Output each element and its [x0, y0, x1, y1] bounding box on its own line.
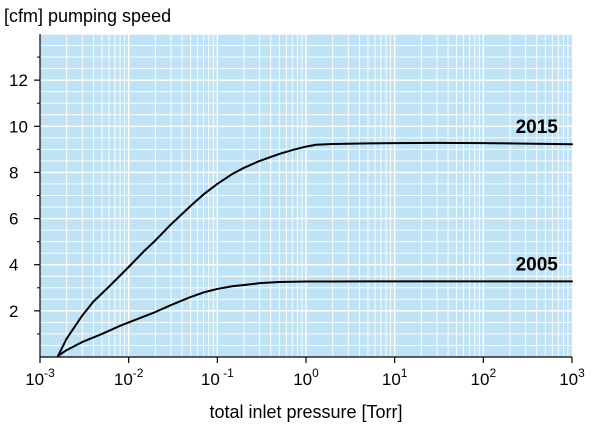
y-tick-label: 12 — [9, 71, 28, 90]
x-tick-label: 103 — [559, 366, 585, 389]
y-tick-label: 6 — [9, 210, 18, 229]
y-tick-label: 2 — [9, 302, 18, 321]
series-label-2005: 2005 — [516, 254, 559, 275]
x-tick-label: 102 — [471, 366, 497, 389]
x-tick-label: 10-3 — [25, 366, 55, 389]
axis-ticks: 2 4 6 8 10 12 10-3 10-2 10 -1 100 101 102 103 — [9, 56, 585, 389]
x-tick-label: 10-2 — [114, 366, 144, 389]
x-axis-label: total inlet pressure [Torr] — [209, 402, 402, 422]
x-tick-label: 10 -1 — [201, 366, 234, 389]
grid — [39, 33, 572, 357]
y-tick-label: 4 — [9, 256, 18, 275]
y-tick-label: 8 — [9, 163, 18, 182]
chart-title: [cfm] pumping speed — [4, 6, 171, 26]
x-tick-label: 100 — [293, 366, 319, 389]
x-tick-label: 101 — [382, 366, 408, 389]
series-layer: 2015 2005 — [57, 117, 573, 357]
series-label-2015: 2015 — [516, 117, 559, 138]
y-tick-label: 10 — [9, 117, 28, 136]
series-line-2005 — [57, 280, 573, 357]
series-line-2015 — [57, 141, 573, 357]
